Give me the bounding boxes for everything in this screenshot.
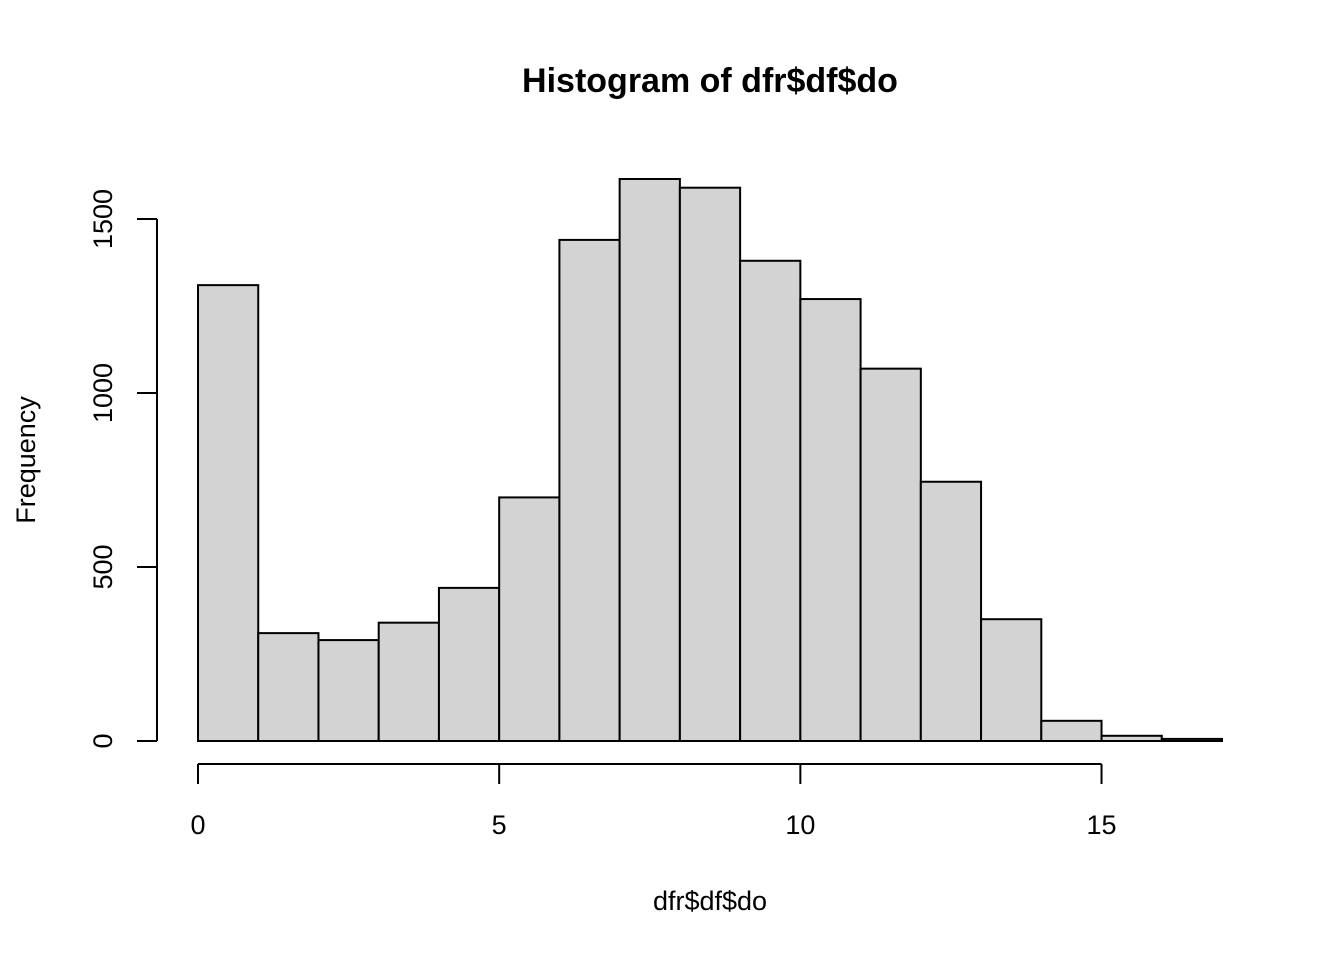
histogram-bar xyxy=(257,632,320,742)
x-axis: 0 5 10 15 xyxy=(190,763,1117,840)
bars-group xyxy=(197,178,1223,743)
histogram-bar xyxy=(859,367,922,742)
x-tick-label: 15 xyxy=(1087,810,1117,840)
histogram-bar xyxy=(558,238,621,742)
y-tick-label: 1500 xyxy=(88,189,118,249)
histogram-bar xyxy=(197,284,260,742)
histogram-bar xyxy=(1040,719,1103,742)
chart-title: Histogram of dfr$df$do xyxy=(522,62,898,100)
histogram-bar xyxy=(1160,737,1223,742)
histogram-bar xyxy=(980,618,1043,743)
histogram-bar xyxy=(437,586,501,742)
x-tick-label: 5 xyxy=(492,810,507,840)
histogram-bar xyxy=(739,259,802,742)
histogram-bar xyxy=(618,178,681,742)
x-tick-label: 0 xyxy=(190,810,205,840)
histogram-bar xyxy=(678,186,742,742)
histogram-bar xyxy=(919,480,983,742)
y-axis: 0 500 1000 1500 xyxy=(88,189,158,749)
y-tick-label: 0 xyxy=(88,733,118,748)
y-axis-label: Frequency xyxy=(11,396,41,524)
x-tick-label: 10 xyxy=(785,810,815,840)
histogram-bar xyxy=(377,621,440,742)
x-axis-label: dfr$df$do xyxy=(653,886,767,916)
histogram-bar xyxy=(498,496,561,742)
histogram-bar xyxy=(1100,734,1163,743)
histogram-bar xyxy=(799,298,862,742)
y-tick-label: 500 xyxy=(88,544,118,589)
histogram-bar xyxy=(317,639,380,743)
y-tick-label: 1000 xyxy=(88,363,118,423)
